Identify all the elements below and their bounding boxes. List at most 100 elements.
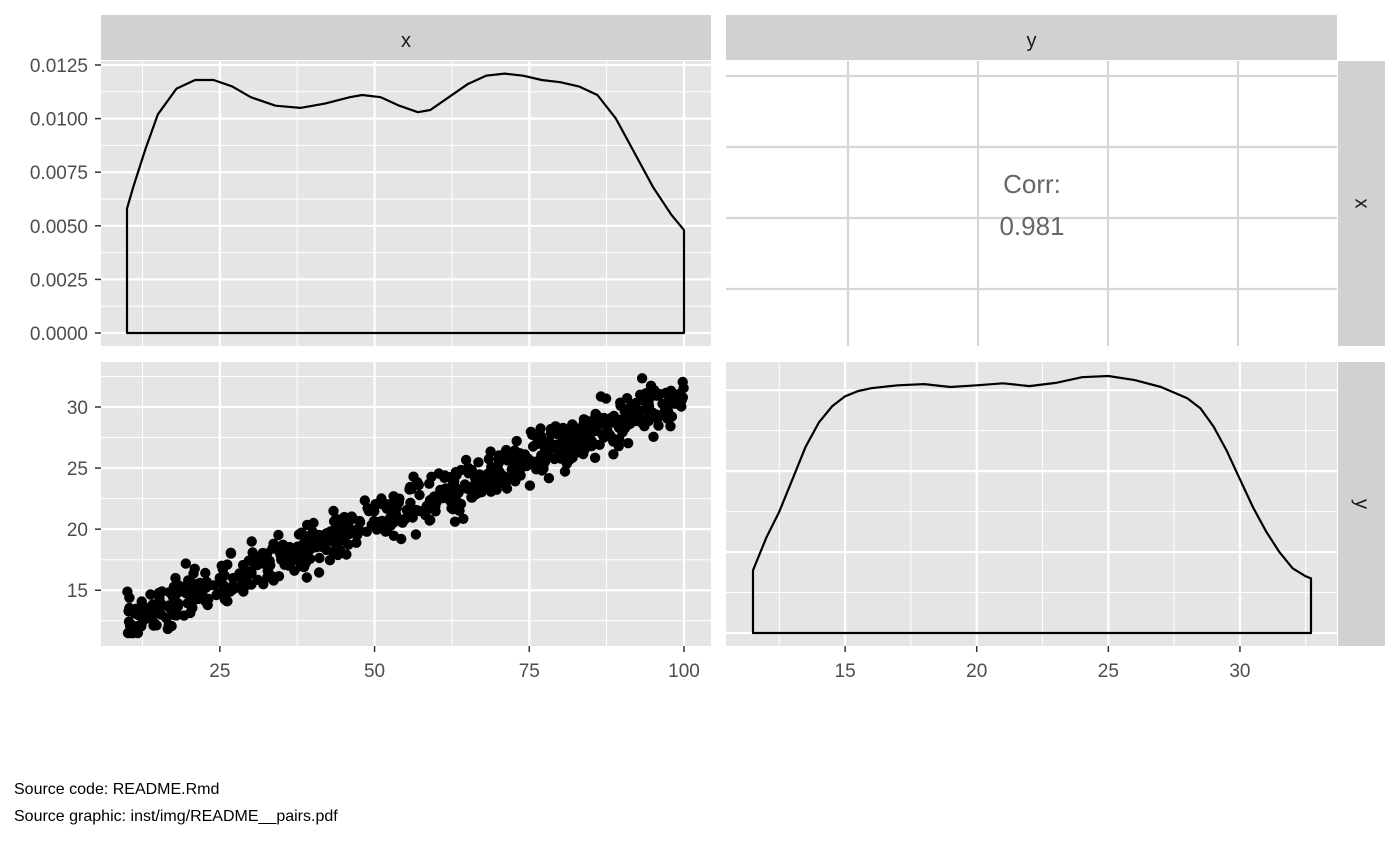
scatter-point — [185, 607, 196, 619]
scatter-point — [370, 499, 381, 510]
strip-right-x — [1338, 61, 1385, 346]
panel-background — [101, 61, 711, 346]
scatter-point — [616, 423, 628, 435]
scatter-point — [574, 432, 585, 443]
scatter-point — [648, 431, 659, 442]
scatter-point — [621, 393, 633, 404]
scatter-point — [426, 494, 437, 505]
scatter-point — [515, 470, 526, 481]
scatter-point — [466, 464, 477, 476]
scatter-point — [410, 529, 422, 540]
strip-top-x — [101, 15, 711, 60]
scatter-point — [328, 505, 339, 517]
scatter-point — [181, 588, 192, 599]
scatter-point — [549, 453, 560, 465]
panel-density-y — [726, 362, 1337, 646]
scatter-point — [624, 402, 635, 414]
facet-strips: x y x y — [101, 15, 1385, 646]
scatter-point — [527, 441, 539, 452]
y-tick-label-density-x: 0.0050 — [30, 217, 88, 238]
scatter-point — [524, 480, 536, 491]
scatter-point — [498, 449, 509, 460]
scatter-point — [218, 580, 229, 591]
scatter-point — [277, 539, 289, 550]
scatter-point — [407, 512, 418, 523]
scatter-point — [279, 559, 290, 570]
y-tick-label-density-x: 0.0075 — [30, 163, 88, 184]
scatter-point — [672, 390, 684, 401]
scatter-point — [623, 438, 634, 449]
scatter-point — [548, 427, 560, 439]
scatter-point — [640, 403, 651, 415]
scatter-point — [467, 492, 478, 503]
scatter-point — [483, 453, 495, 465]
y-tick-label-density-x: 0.0025 — [30, 270, 88, 291]
strip-right-label-y: y — [1351, 499, 1373, 509]
scatter-point — [449, 516, 461, 527]
scatter-point — [192, 593, 204, 605]
scatter-point — [405, 497, 416, 508]
scatter-point — [225, 547, 236, 558]
panel-density-x — [101, 61, 711, 346]
x-tick-label-y: 25 — [1098, 661, 1119, 682]
scatter-point — [305, 543, 316, 555]
scatter-point — [150, 606, 161, 617]
scatter-point — [253, 558, 265, 570]
scatter-point — [307, 526, 318, 538]
scatter-point — [221, 595, 232, 607]
scatter-point — [531, 464, 542, 475]
axes: 0.0000 0.0025 0.0050 0.0075 0.0100 0.0125 15 20… — [30, 56, 1251, 682]
x-tick-label-y: 15 — [835, 661, 856, 682]
scatter-point — [439, 472, 450, 483]
scatter-point — [577, 441, 588, 452]
scatter-point — [449, 494, 460, 505]
scatter-point — [257, 548, 269, 560]
strip-right-label-x: x — [1351, 199, 1373, 209]
y-tick-label-density-x: 0.0125 — [30, 56, 88, 77]
scatter-point — [543, 473, 555, 484]
scatter-point — [136, 611, 147, 623]
scatter-point — [162, 623, 173, 635]
scatter-point — [248, 550, 259, 561]
scatter-point — [458, 513, 469, 524]
scatter-point — [408, 471, 419, 482]
scatter-point — [325, 526, 336, 537]
x-tick-label-x: 100 — [668, 661, 700, 682]
x-tick-label-x: 75 — [519, 661, 540, 682]
scatter-point — [389, 516, 400, 528]
scatter-point — [173, 580, 185, 591]
scatter-point — [246, 579, 257, 590]
scatter-point — [424, 478, 435, 489]
x-tick-label-x: 25 — [209, 661, 230, 682]
y-tick-label-scatter: 25 — [67, 459, 88, 480]
scatter-point — [213, 587, 225, 599]
scatter-point — [485, 486, 497, 497]
scatter-point — [443, 484, 454, 495]
caption-source-code: Source code: README.Rmd — [14, 781, 220, 798]
scatter-point — [341, 549, 352, 560]
scatter-point — [379, 522, 390, 533]
scatter-point — [547, 439, 558, 450]
scatter-point — [561, 430, 573, 441]
caption-source-graphic: Source graphic: inst/img/README__pairs.p… — [14, 808, 338, 825]
scatter-point — [122, 627, 134, 639]
scatter-point — [190, 582, 202, 594]
scatter-point — [414, 489, 425, 501]
scatter-point — [406, 483, 417, 495]
scatter-point — [295, 543, 307, 555]
scatter-point — [394, 493, 405, 504]
scatter-point — [590, 417, 602, 428]
scatter-point — [269, 573, 280, 584]
scatter-point — [201, 576, 212, 587]
scatter-point — [473, 457, 484, 468]
scatter-point — [666, 411, 678, 422]
strip-top-label-y: y — [1027, 30, 1037, 52]
strip-right-y — [1338, 362, 1385, 646]
scatter-point — [600, 393, 612, 404]
scatter-point — [657, 398, 668, 409]
scatter-point — [582, 426, 593, 438]
scatter-point — [601, 417, 612, 429]
scatter-point — [396, 533, 407, 545]
scatter-point — [238, 586, 249, 597]
scatter-point — [389, 505, 400, 516]
